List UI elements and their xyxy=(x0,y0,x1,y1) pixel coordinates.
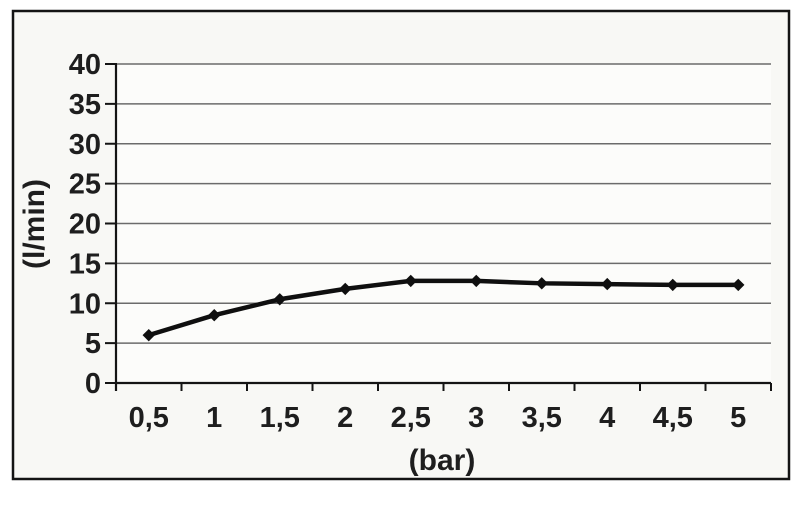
data-point-marker xyxy=(339,282,352,296)
data-point-marker xyxy=(208,309,221,322)
data-point-marker xyxy=(404,274,417,288)
x-tick-label: 1 xyxy=(206,402,222,434)
y-tick-label: 20 xyxy=(69,209,101,241)
data-point-marker xyxy=(535,277,548,290)
y-axis-tick-labels: 0 5 10 15 20 25 30 35 40 xyxy=(69,49,101,400)
x-axis-title: (bar) xyxy=(409,444,476,477)
y-tick-label: 15 xyxy=(69,248,101,280)
series-line xyxy=(146,278,741,338)
axis-tick-marks xyxy=(105,63,772,391)
data-point-marker xyxy=(470,274,483,288)
data-point-marker xyxy=(732,278,745,292)
y-tick-label: 10 xyxy=(69,288,101,320)
y-tick-label: 0 xyxy=(85,368,101,400)
data-point-marker xyxy=(142,328,155,342)
data-point-marker xyxy=(273,293,286,306)
x-tick-label: 2,5 xyxy=(391,402,431,434)
x-tick-label: 0,5 xyxy=(129,402,169,434)
y-tick-label: 30 xyxy=(69,129,101,161)
x-tick-label: 3 xyxy=(468,402,484,434)
x-tick-label: 3,5 xyxy=(522,402,562,434)
x-tick-label: 5 xyxy=(730,402,746,434)
y-tick-label: 5 xyxy=(85,328,101,360)
x-tick-label: 4 xyxy=(599,402,615,434)
x-axis-tick-labels: 0,5 1 1,5 2 2,5 3 3,5 4 4,5 5 xyxy=(129,402,747,434)
x-tick-label: 1,5 xyxy=(260,402,300,434)
y-tick-label: 25 xyxy=(69,169,101,201)
gridlines xyxy=(116,63,771,344)
y-tick-label: 35 xyxy=(69,89,101,121)
data-series xyxy=(142,274,745,342)
y-tick-label: 40 xyxy=(69,49,101,81)
x-tick-label: 4,5 xyxy=(653,402,693,434)
y-axis-title: (l/min) xyxy=(18,179,51,269)
data-point-marker xyxy=(601,277,614,291)
x-tick-label: 2 xyxy=(337,402,353,434)
data-point-marker xyxy=(666,278,679,292)
